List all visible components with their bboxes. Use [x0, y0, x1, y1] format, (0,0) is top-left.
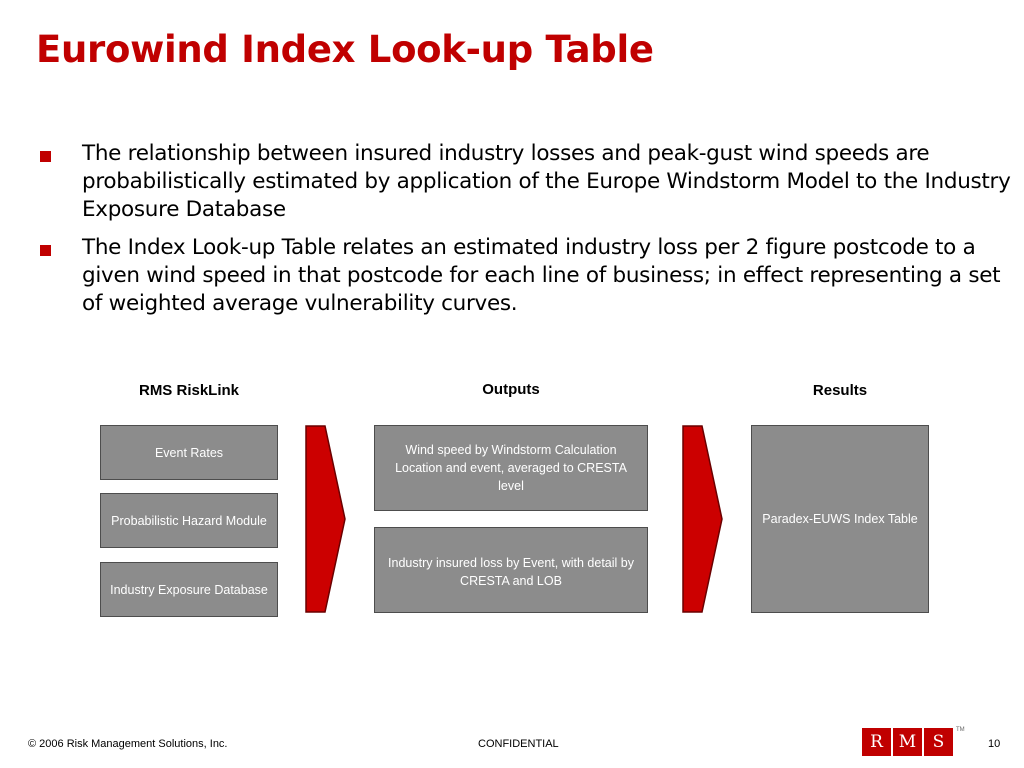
bullet-square-icon: [40, 245, 51, 256]
event-rates-box: Event Rates: [100, 425, 278, 480]
index-table-result-label: Paradex-EUWS Index Table: [762, 512, 918, 526]
industry-loss-output-label: Industry insured loss by Event, with det…: [388, 556, 634, 588]
hazard-module-box: Probabilistic Hazard Module: [100, 493, 278, 548]
logo-letter-r: R: [862, 728, 891, 756]
wind-speed-output-label: Wind speed by Windstorm Calculation Loca…: [395, 443, 627, 493]
rms-logo: R M S: [862, 728, 953, 756]
copyright-text: © 2006 Risk Management Solutions, Inc.: [28, 738, 228, 750]
flow-arrow-2: [682, 425, 723, 613]
bullet-item-1: The relationship between insured industr…: [40, 140, 1015, 224]
wind-speed-output-box: Wind speed by Windstorm Calculation Loca…: [374, 425, 648, 511]
index-table-result-box: Paradex-EUWS Index Table: [751, 425, 929, 613]
page-number: 10: [988, 738, 1001, 750]
logo-letter-s: S: [924, 728, 953, 756]
exposure-database-box: Industry Exposure Database: [100, 562, 278, 617]
slide-title: Eurowind Index Look-up Table: [36, 28, 654, 71]
confidential-label: CONFIDENTIAL: [478, 738, 559, 750]
bullet-item-2: The Index Look-up Table relates an estim…: [40, 234, 1015, 318]
event-rates-label: Event Rates: [154, 446, 224, 460]
bullet-square-icon: [40, 151, 51, 162]
bullet-text-2: The Index Look-up Table relates an estim…: [82, 235, 1001, 316]
trademark-mark: TM: [956, 727, 965, 733]
bullet-text-1: The relationship between insured industr…: [82, 141, 1011, 222]
hazard-module-label: Probabilistic Hazard Module: [111, 513, 267, 528]
column-header-risklink: RMS RiskLink: [138, 382, 240, 399]
exposure-database-label: Industry Exposure Database: [110, 582, 268, 597]
logo-letter-m: M: [893, 728, 922, 756]
flow-arrow-1: [305, 425, 346, 613]
column-header-results: Results: [812, 382, 868, 399]
industry-loss-output-box: Industry insured loss by Event, with det…: [374, 527, 648, 613]
column-header-outputs: Outputs: [482, 381, 540, 398]
bullet-list: The relationship between insured industr…: [40, 140, 1015, 328]
